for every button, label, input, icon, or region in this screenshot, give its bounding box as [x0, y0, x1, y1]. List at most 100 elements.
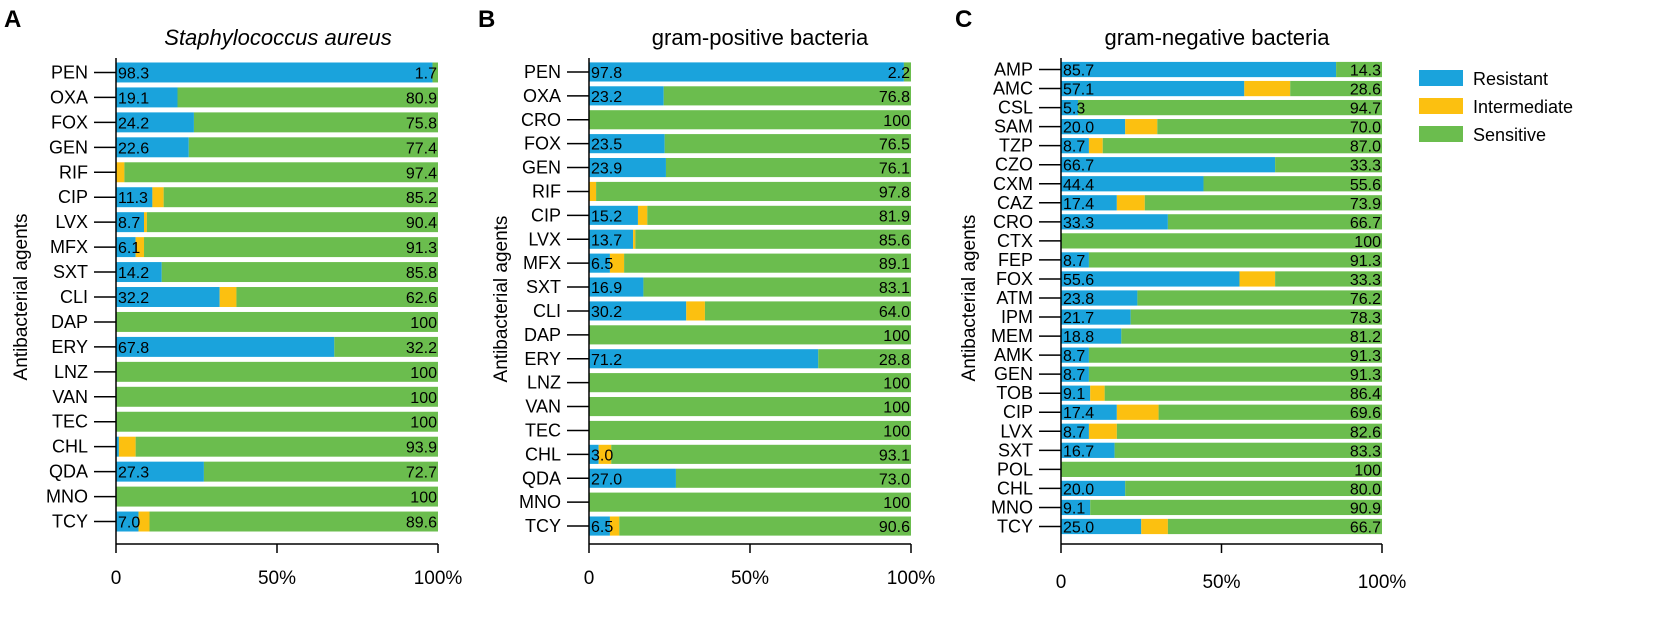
bar-intermediate-cli [686, 301, 705, 321]
bar-sensitive-fox [193, 112, 438, 133]
category-label-pol: POL [997, 459, 1033, 479]
bar-resistant-tzp [1061, 138, 1089, 154]
data-label-sensitive-cli: 62.6 [406, 290, 437, 307]
bar-sensitive-mem [1121, 328, 1382, 344]
bar-sensitive-van [116, 386, 438, 407]
bar-resistant-mem [1061, 328, 1122, 344]
data-label-sensitive-cro: 100 [883, 113, 910, 130]
data-label-resistant-gen: 22.6 [118, 140, 149, 157]
bar-resistant-pen [589, 62, 904, 82]
bar-sensitive-atm [1137, 290, 1382, 306]
data-label-sensitive-sxt: 85.8 [406, 265, 437, 282]
chart-title: gram-negative bacteria [1104, 25, 1330, 50]
bar-sensitive-cli [704, 301, 911, 321]
category-label-gen: GEN [994, 364, 1033, 384]
bar-group [589, 62, 911, 536]
category-label-cro: CRO [993, 212, 1033, 232]
data-label-resistant-fox: 55.6 [1063, 272, 1094, 289]
category-label-mfx: MFX [50, 237, 88, 257]
legend-swatch-resistant [1419, 70, 1463, 86]
data-label-resistant-tcy: 7.0 [118, 515, 140, 532]
data-label-resistant-amk: 8.7 [1063, 348, 1085, 365]
category-label-gen: GEN [49, 137, 88, 157]
bar-resistant-fox [1061, 271, 1240, 287]
bar-sensitive-pen [903, 62, 911, 82]
category-label-lnz: LNZ [54, 362, 88, 382]
bar-sensitive-chl [135, 436, 438, 457]
bar-resistant-lvx [1061, 423, 1089, 439]
bar-sensitive-fox [1275, 271, 1382, 287]
data-label-resistant-mfx: 6.1 [118, 240, 140, 257]
category-label-tob: TOB [996, 383, 1033, 403]
data-label-resistant-cli: 32.2 [118, 290, 149, 307]
bar-sensitive-lnz [589, 373, 911, 393]
chart-title: gram-positive bacteria [652, 25, 869, 50]
bar-resistant-tob [1061, 385, 1091, 401]
bar-sensitive-tzp [1102, 138, 1382, 154]
bar-resistant-atm [1061, 290, 1138, 306]
bar-resistant-fep [1061, 252, 1089, 268]
bar-intermediate-tcy [138, 511, 150, 532]
chart-title: Staphylococcus aureus [164, 25, 391, 50]
data-label-sensitive-ipm: 78.3 [1350, 310, 1381, 327]
data-label-resistant-chl: 20.0 [1063, 481, 1094, 498]
data-label-resistant-gen: 23.9 [591, 161, 622, 178]
bar-sensitive-qda [203, 461, 438, 482]
bar-sensitive-van [589, 396, 911, 417]
bar-resistant-mfx [116, 237, 136, 258]
category-label-ery: ERY [51, 337, 88, 357]
data-label-sensitive-van: 100 [883, 400, 910, 417]
bar-intermediate-cli [219, 287, 237, 307]
bar-resistant-gen [116, 137, 189, 158]
x-tick-label: 100% [414, 568, 463, 589]
bar-resistant-cli [589, 301, 687, 321]
category-label-csl: CSL [998, 98, 1033, 118]
data-label-resistant-pen: 97.8 [591, 65, 622, 82]
category-label-rif: RIF [59, 162, 88, 182]
bar-intermediate-tcy [1141, 518, 1168, 535]
data-label-resistant-cip: 15.2 [591, 208, 622, 225]
data-label-sensitive-fep: 91.3 [1350, 253, 1381, 270]
data-label-sensitive-cip: 81.9 [879, 208, 910, 225]
category-label-cip: CIP [58, 187, 88, 207]
data-label-sensitive-rif: 97.8 [879, 184, 910, 201]
category-label-lvx: LVX [55, 212, 88, 232]
data-label-resistant-amc: 57.1 [1063, 82, 1094, 99]
bar-intermediate-lvx [144, 212, 147, 233]
bar-intermediate-tob [1090, 385, 1105, 401]
bar-intermediate-fox [1239, 271, 1276, 287]
data-label-resistant-mfx: 6.5 [591, 256, 613, 273]
bar-intermediate-sam [1125, 119, 1158, 135]
category-label-amp: AMP [994, 60, 1033, 80]
category-label-tcy: TCY [997, 516, 1033, 536]
category-label-gen: GEN [522, 158, 561, 178]
category-label-mno: MNO [991, 497, 1033, 517]
bar-intermediate-cip [1116, 404, 1159, 420]
bar-sensitive-tec [589, 420, 911, 441]
data-label-sensitive-tob: 86.4 [1350, 386, 1381, 403]
bar-sensitive-qda [675, 468, 911, 488]
x-tick-label: 50% [258, 568, 296, 589]
bar-sensitive-rif [596, 181, 911, 202]
bar-sensitive-amp [1336, 61, 1382, 78]
bar-resistant-cip [589, 205, 638, 225]
data-label-resistant-tob: 9.1 [1063, 386, 1085, 403]
bar-sensitive-mno [116, 486, 438, 507]
category-label-pen: PEN [51, 62, 88, 82]
category-label-ctx: CTX [997, 231, 1033, 251]
bar-sensitive-pen [432, 62, 438, 83]
bar-resistant-oxa [116, 87, 178, 108]
data-label-sensitive-czo: 33.3 [1350, 158, 1381, 175]
category-label-rif: RIF [532, 181, 561, 201]
bar-intermediate-chl [118, 436, 136, 457]
bar-intermediate-mfx [135, 237, 145, 258]
data-label-sensitive-lvx: 82.6 [1350, 424, 1381, 441]
y-axis-label: Antibacterial agents [11, 214, 32, 381]
data-label-sensitive-tcy: 90.6 [879, 519, 910, 536]
category-label-cro: CRO [521, 110, 561, 130]
data-label-sensitive-caz: 73.9 [1350, 196, 1381, 213]
data-label-sensitive-tzp: 87.0 [1350, 139, 1381, 156]
bar-sensitive-oxa [663, 86, 911, 106]
bar-intermediate-chl [598, 444, 612, 464]
bar-resistant-chl [589, 444, 599, 464]
